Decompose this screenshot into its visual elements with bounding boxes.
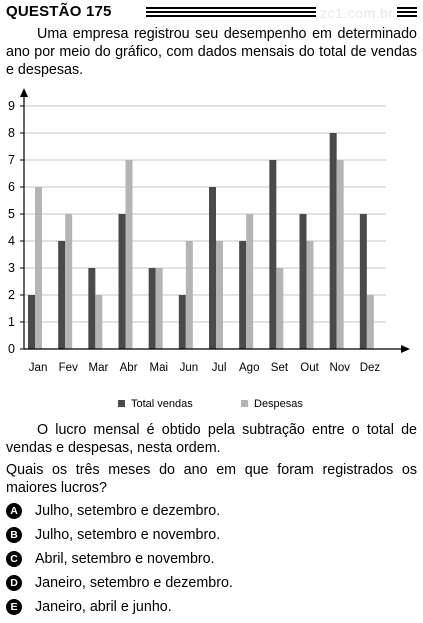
option-e-letter: E bbox=[6, 599, 22, 615]
bar-despesas-nov bbox=[336, 160, 344, 349]
y-tick-label: 0 bbox=[8, 342, 15, 356]
option-c-letter: C bbox=[6, 551, 22, 567]
x-tick-label: Mai bbox=[149, 362, 168, 374]
x-tick-label: Out bbox=[300, 362, 319, 374]
x-tick-label: Jun bbox=[180, 362, 199, 374]
option-d-letter: D bbox=[6, 575, 22, 591]
bar-despesas-dez bbox=[366, 295, 374, 349]
bar-despesas-abr bbox=[125, 160, 133, 349]
x-tick-label: Set bbox=[271, 362, 289, 374]
x-tick-label: Nov bbox=[330, 362, 351, 374]
bar-despesas-mai bbox=[155, 268, 163, 349]
legend-swatch-despesas bbox=[241, 400, 248, 407]
question-text: Quais os três meses do ano em que foram … bbox=[6, 462, 417, 496]
bar-despesas-jun bbox=[185, 241, 193, 349]
y-tick-label: 7 bbox=[8, 153, 15, 167]
legend-item-despesas: Despesas bbox=[241, 398, 303, 410]
profit-explanation: O lucro mensal é obtido pela subtração e… bbox=[6, 422, 417, 456]
header-rule: zc1.com.br bbox=[146, 5, 417, 21]
y-tick-label: 3 bbox=[8, 261, 15, 275]
bar-total-vendas-jan bbox=[28, 295, 35, 349]
option-b-letter: B bbox=[6, 527, 22, 543]
bar-despesas-mar bbox=[95, 295, 103, 349]
legend-label-total-vendas: Total vendas bbox=[131, 398, 193, 410]
y-tick-label: 5 bbox=[8, 207, 15, 221]
bar-total-vendas-out bbox=[299, 214, 307, 349]
question-number: QUESTÃO 175 bbox=[6, 3, 112, 20]
option-e-text: Janeiro, abril e junho. bbox=[35, 599, 172, 615]
bar-despesas-set bbox=[276, 268, 284, 349]
option-a-letter: A bbox=[6, 503, 22, 519]
y-tick-label: 4 bbox=[8, 234, 15, 248]
bar-total-vendas-set bbox=[269, 160, 277, 349]
sales-expenses-bar-chart: 0 1 2 3 4 5 6 7 8 9 Jan Fev Mar Abr Mai Jun Jul Ago Set Out… bbox=[8, 88, 410, 374]
bar-despesas-jan bbox=[35, 187, 42, 349]
option-a-text: Julho, setembro e dezembro. bbox=[35, 503, 221, 519]
option-c-text: Abril, setembro e novembro. bbox=[35, 551, 215, 567]
bar-despesas-jul bbox=[216, 241, 223, 349]
x-tick-label: Abr bbox=[120, 362, 138, 374]
y-tick-label: 6 bbox=[8, 180, 15, 194]
bar-total-vendas-mar bbox=[88, 268, 96, 349]
legend-label-despesas: Despesas bbox=[254, 398, 303, 410]
option-d-text: Janeiro, setembro e dezembro. bbox=[35, 575, 233, 591]
x-tick-label: Fev bbox=[59, 362, 78, 374]
bar-despesas-ago bbox=[246, 214, 254, 349]
x-tick-label: Dez bbox=[360, 362, 381, 374]
x-tick-label: Jul bbox=[212, 362, 227, 374]
y-tick-label: 1 bbox=[8, 315, 15, 329]
bar-total-vendas-dez bbox=[359, 214, 367, 349]
y-tick-label: 8 bbox=[8, 126, 15, 140]
bar-total-vendas-jul bbox=[209, 187, 216, 349]
bar-despesas-out bbox=[306, 241, 314, 349]
y-tick-label: 9 bbox=[8, 99, 15, 113]
bar-despesas-fev bbox=[65, 214, 73, 349]
legend-swatch-total-vendas bbox=[118, 400, 125, 407]
intro-paragraph: Uma empresa registrou seu desempenho em … bbox=[6, 26, 417, 78]
x-tick-label: Mar bbox=[89, 362, 109, 374]
y-tick-label: 2 bbox=[8, 288, 15, 302]
bar-total-vendas-nov bbox=[329, 133, 337, 349]
bar-total-vendas-mai bbox=[148, 268, 156, 349]
x-tick-label: Ago bbox=[239, 362, 259, 374]
bar-total-vendas-jun bbox=[178, 295, 186, 349]
watermark: zc1.com.br bbox=[316, 5, 398, 21]
bar-total-vendas-ago bbox=[239, 241, 247, 349]
question-header: QUESTÃO 175 zc1.com.br bbox=[6, 3, 417, 21]
y-axis-arrow bbox=[20, 88, 28, 97]
legend-item-total-vendas: Total vendas bbox=[118, 398, 193, 410]
bar-total-vendas-abr bbox=[118, 214, 126, 349]
option-b-text: Julho, setembro e novembro. bbox=[35, 527, 221, 543]
x-axis-arrow bbox=[401, 345, 410, 353]
x-tick-label: Jan bbox=[29, 362, 48, 374]
bar-total-vendas-fev bbox=[58, 241, 66, 349]
